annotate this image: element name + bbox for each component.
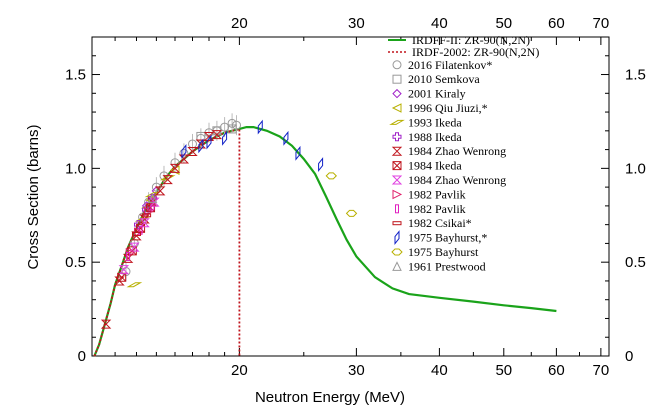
- data-point: [181, 144, 187, 159]
- data-point: [170, 158, 180, 168]
- data-point: [283, 130, 289, 146]
- legend-entry-label: 1996 Qiu Jiuzi,*: [408, 101, 488, 115]
- y-tick-label-right: 1.5: [625, 67, 646, 84]
- x-tick-label-bottom: 70: [593, 362, 610, 379]
- data-point: [211, 130, 223, 140]
- data-point: [129, 242, 140, 252]
- data-point: [227, 124, 237, 134]
- legend-entry-label: IRDFF-II: ZR-90(N,2N): [412, 33, 530, 47]
- legend-marker-swatch: [392, 60, 402, 70]
- x-tick-label-top: 60: [548, 15, 565, 32]
- legend-marker-swatch: [395, 204, 399, 214]
- y-tick-label-left: 0: [78, 348, 86, 365]
- data-point: [257, 119, 263, 135]
- data-point: [206, 134, 212, 150]
- legend-entry-label: 1984 Zhao Wenrong: [408, 173, 506, 187]
- legend-entry-label: 1988 Ikeda: [408, 130, 462, 144]
- data-point: [187, 146, 198, 156]
- legend-marker-swatch: [392, 161, 402, 171]
- legend-entry-label: 1961 Prestwood: [408, 259, 486, 273]
- experimental-data-points: [100, 113, 358, 329]
- data-point: [179, 148, 189, 158]
- x-tick-label-bottom: 60: [548, 362, 565, 379]
- x-axis-title: Neutron Energy (MeV): [255, 389, 405, 406]
- data-point: [147, 193, 158, 203]
- x-tick-label-bottom: 40: [431, 362, 448, 379]
- data-point: [139, 218, 150, 228]
- legend-marker-swatch: [392, 221, 402, 226]
- y-tick-label-right: 1.0: [625, 160, 646, 177]
- data-point: [203, 131, 215, 141]
- data-point: [131, 232, 141, 237]
- legend-marker-swatch: [392, 88, 402, 99]
- legend-entry-label: 1984 Ikeda: [408, 159, 462, 173]
- y-tick-label-left: 1.0: [65, 160, 86, 177]
- data-point: [159, 175, 176, 181]
- legend-marker-swatch: [391, 103, 402, 113]
- legend-entry-label: 1982 Pavlik: [408, 187, 466, 201]
- legend-marker-swatch: [392, 261, 402, 271]
- y-tick-label-left: 0.5: [65, 254, 86, 271]
- data-point: [345, 209, 358, 217]
- x-tick-label-top: 30: [348, 15, 365, 32]
- data-point: [325, 172, 337, 180]
- x-tick-label-bottom: 30: [348, 362, 365, 379]
- legend-entry-label: 1984 Zhao Wenrong: [408, 144, 506, 158]
- x-tick-label-bottom: 50: [495, 362, 512, 379]
- legend-marker-swatch: [391, 175, 403, 185]
- legend-marker-swatch: [392, 189, 403, 200]
- data-point: [126, 252, 131, 262]
- legend-entry-label: 1975 Bayhurst,*: [408, 231, 487, 245]
- legend-marker-swatch: [391, 146, 403, 156]
- tick-labels: 20 20 30 30 40 40 50 50 60 60 70 70 0 0 0.5 0.5 1.0 1.0 1.…: [65, 15, 646, 379]
- plot-frame: [91, 36, 610, 357]
- y-tick-label-left: 1.5: [65, 67, 86, 84]
- legend-marker-swatch: [392, 132, 402, 142]
- legend-marker-swatch: [391, 248, 403, 256]
- legend-entry-label: 1982 Csikai*: [408, 216, 472, 230]
- legend-marker-swatch: [392, 74, 402, 84]
- y-tick-label-right: 0: [625, 348, 633, 365]
- axis-ticks: [92, 37, 609, 357]
- data-point: [295, 145, 301, 161]
- irdf-2002-curve: [93, 127, 241, 357]
- y-axis-title: Cross Section (barns): [25, 124, 42, 269]
- data-point: [126, 282, 143, 288]
- x-tick-label-top: 50: [495, 15, 512, 32]
- y-tick-label-right: 0.5: [625, 254, 646, 271]
- legend-entry-label: 2010 Semkova: [408, 72, 480, 86]
- legend-entry-label: IRDF-2002: ZR-90(N,2N): [412, 45, 539, 59]
- data-point: [155, 186, 166, 196]
- data-point: [118, 265, 130, 275]
- legend-entry-label: 2001 Kiraly: [408, 87, 466, 101]
- legend-entry-label: 2016 Filatenkov*: [408, 58, 492, 72]
- x-tick-label-top: 20: [231, 15, 248, 32]
- data-point: [142, 213, 152, 218]
- x-tick-label-top: 40: [431, 15, 448, 32]
- data-point: [318, 157, 324, 173]
- data-point: [222, 130, 228, 146]
- legend-entry-label: 1975 Bayhurst: [408, 245, 479, 259]
- legend-marker-swatch: [394, 230, 400, 246]
- data-point: [198, 138, 204, 154]
- legend-entry-label: 1982 Pavlik: [408, 202, 466, 216]
- data-point: [136, 223, 146, 233]
- data-point: [169, 163, 181, 173]
- data-point: [162, 175, 173, 185]
- x-tick-label-top: 70: [593, 15, 610, 32]
- legend: IRDFF-II: ZR-90(N,2N)IRDF-2002: ZR-90(N,…: [388, 33, 539, 273]
- data-point: [178, 154, 190, 164]
- legend-entry-label: 1993 Ikeda: [408, 115, 462, 129]
- x-tick-label-bottom: 20: [231, 362, 248, 379]
- legend-marker-swatch: [389, 119, 405, 125]
- data-point: [100, 319, 112, 329]
